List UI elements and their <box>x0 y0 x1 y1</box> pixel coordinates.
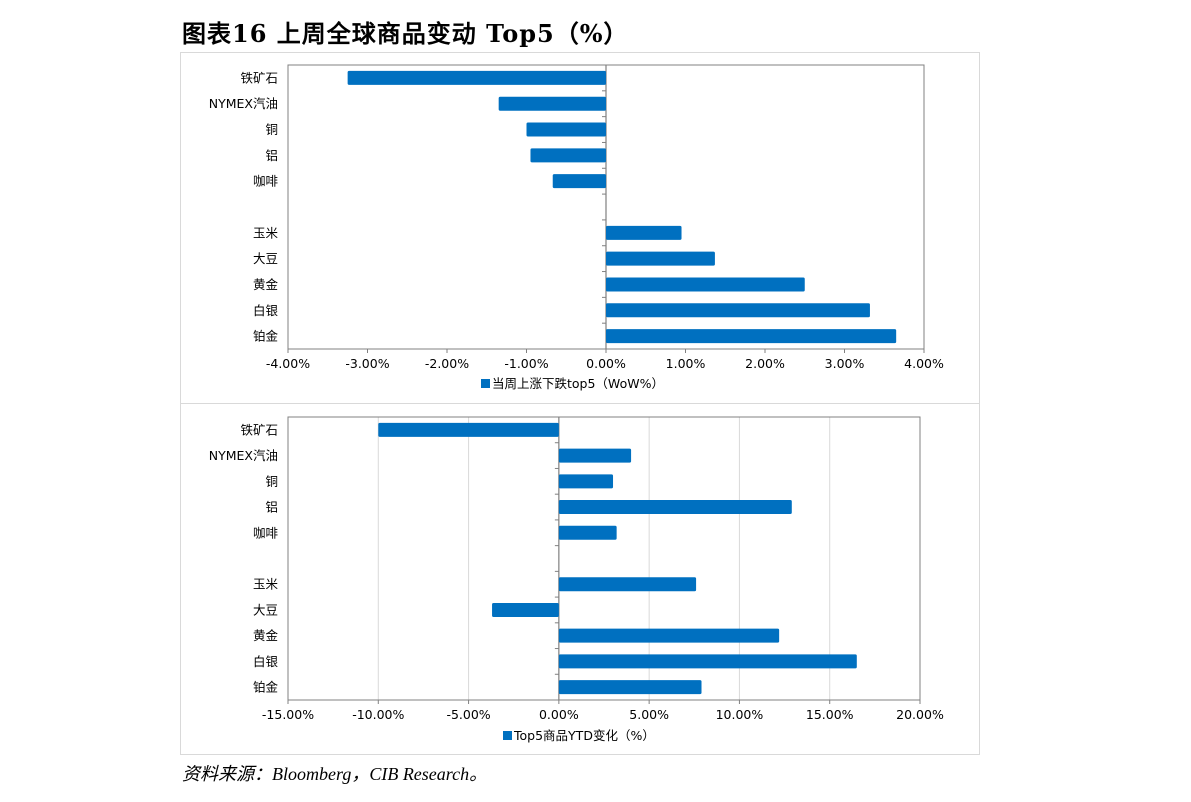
category-label: 大豆 <box>253 251 278 266</box>
legend-label: 当周上涨下跌top5（WoW%） <box>492 376 664 391</box>
chart-ytd-change: -15.00% -10.00% -5.00% 0.00% 5.00% 10.00% 15.0… <box>209 416 944 743</box>
category-label: 白银 <box>253 303 279 318</box>
x-tick-label: -2.00% <box>425 356 469 371</box>
category-label: NYMEX汽油 <box>209 96 278 111</box>
category-label: 白银 <box>253 654 279 669</box>
category-label: 玉米 <box>253 225 279 240</box>
x-tick-label: 0.00% <box>539 707 579 722</box>
chart-weekly-change: -4.00% -3.00% -2.00% -1.00% 0.00% 1.00% 2.00% 3… <box>209 64 944 391</box>
category-label: 铜 <box>265 122 278 137</box>
source-note: 资料来源：Bloomberg，CIB Research。 <box>182 764 488 784</box>
x-tick-label: -4.00% <box>266 356 310 371</box>
category-label: 铂金 <box>253 680 279 695</box>
x-tick-label: -10.00% <box>352 707 404 722</box>
legend-swatch <box>481 379 490 388</box>
x-tick-label: 0.00% <box>586 356 626 371</box>
category-label: 黄金 <box>253 277 279 292</box>
bar <box>347 70 606 85</box>
category-label: 铁矿石 <box>240 422 278 437</box>
category-label: 玉米 <box>253 577 279 592</box>
x-tick-label: -5.00% <box>446 707 490 722</box>
bar <box>558 654 857 669</box>
x-tick-label: 2.00% <box>745 356 785 371</box>
bar <box>552 174 606 189</box>
bar <box>378 422 559 437</box>
category-label: 铂金 <box>253 329 279 344</box>
x-tick-label: 3.00% <box>825 356 865 371</box>
chart-panel-weekly: -4.00% -3.00% -2.00% -1.00% 0.00% 1.00% 2.00% 3… <box>180 52 980 404</box>
x-tick-label: -3.00% <box>345 356 389 371</box>
x-tick-label: -15.00% <box>262 707 314 722</box>
x-tick-label: 15.00% <box>806 707 854 722</box>
x-tick-label: 1.00% <box>666 356 706 371</box>
category-label: NYMEX汽油 <box>209 448 278 463</box>
bar <box>606 277 805 292</box>
bar <box>530 148 606 163</box>
category-label: 咖啡 <box>253 174 279 189</box>
bar <box>606 251 715 266</box>
category-label: 铝 <box>265 500 278 515</box>
category-label: 铜 <box>265 474 278 489</box>
bar <box>558 474 614 489</box>
category-label: 铝 <box>265 148 278 163</box>
bar <box>558 448 632 463</box>
bar <box>526 122 606 137</box>
bar <box>606 329 897 344</box>
page-title: 图表16 上周全球商品变动 Top5（%） <box>182 19 629 48</box>
bar <box>558 680 702 695</box>
plot-area <box>287 416 921 701</box>
bar <box>606 303 870 318</box>
bar <box>558 628 780 643</box>
x-tick-label: 20.00% <box>896 707 944 722</box>
category-label: 咖啡 <box>253 525 279 540</box>
x-tick-label: 5.00% <box>629 707 669 722</box>
category-label: 铁矿石 <box>240 70 278 85</box>
bar <box>558 500 792 515</box>
chart-panel-ytd: -15.00% -10.00% -5.00% 0.00% 5.00% 10.00% 15.0… <box>180 403 980 755</box>
x-tick-label: -1.00% <box>504 356 548 371</box>
x-tick-label: 10.00% <box>716 707 764 722</box>
bar <box>492 602 559 617</box>
category-label: 大豆 <box>253 602 278 617</box>
x-tick-label: 4.00% <box>904 356 944 371</box>
bar <box>558 525 617 540</box>
bar <box>558 577 697 592</box>
legend-swatch <box>503 731 512 740</box>
bar <box>498 96 606 111</box>
legend-label: Top5商品YTD变化（%） <box>513 728 655 743</box>
bar <box>606 225 682 240</box>
category-label: 黄金 <box>253 628 279 643</box>
